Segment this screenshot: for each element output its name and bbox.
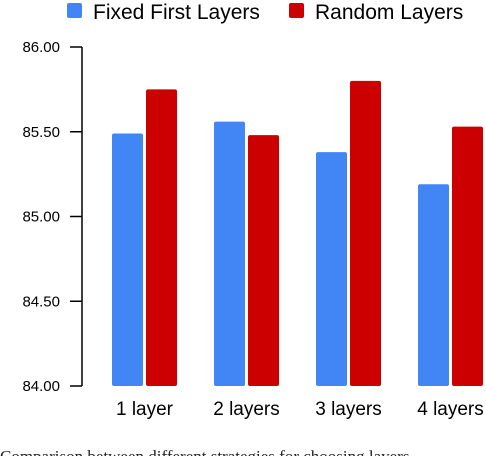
y-axis: 84.00 84.50 85.00 85.50 86.00 (22, 39, 83, 395)
bar-random-layers (146, 89, 177, 386)
bar-fixed-first-layers (418, 184, 449, 386)
x-tick-label: 2 layers (213, 399, 280, 420)
y-tick-label: 85.00 (22, 209, 60, 226)
bar-fixed-first-layers (214, 121, 245, 386)
x-tick-label: 1 layer (116, 399, 174, 420)
bars (112, 80, 483, 387)
bar-chart: Fixed First Layers Random Layers 84.0084.… (22, 1, 484, 420)
y-tick-label: 84.00 (22, 378, 60, 395)
y-tick-label: 86.00 (22, 39, 60, 56)
legend-label: Fixed First Layers (93, 1, 260, 24)
bar-fixed-first-layers (316, 152, 347, 386)
bar-random-layers (452, 126, 483, 386)
y-tick-label: 85.50 (22, 124, 60, 141)
legend: Fixed First Layers Random Layers (67, 1, 463, 24)
bar-random-layers (248, 135, 279, 386)
x-tick-label: 3 layers (315, 399, 382, 420)
bar-fixed-first-layers (112, 133, 143, 386)
figure-caption: Comparison between different strategies … (0, 444, 486, 456)
bar-random-layers (350, 80, 381, 387)
legend-swatch (67, 3, 82, 18)
y-tick-label: 84.50 (22, 293, 60, 310)
x-tick-label: 4 layers (417, 399, 484, 420)
legend-label: Random Layers (315, 1, 463, 24)
x-axis-labels: 1 layer 2 layers 3 layers 4 layers (116, 399, 484, 420)
legend-swatch (289, 3, 304, 18)
